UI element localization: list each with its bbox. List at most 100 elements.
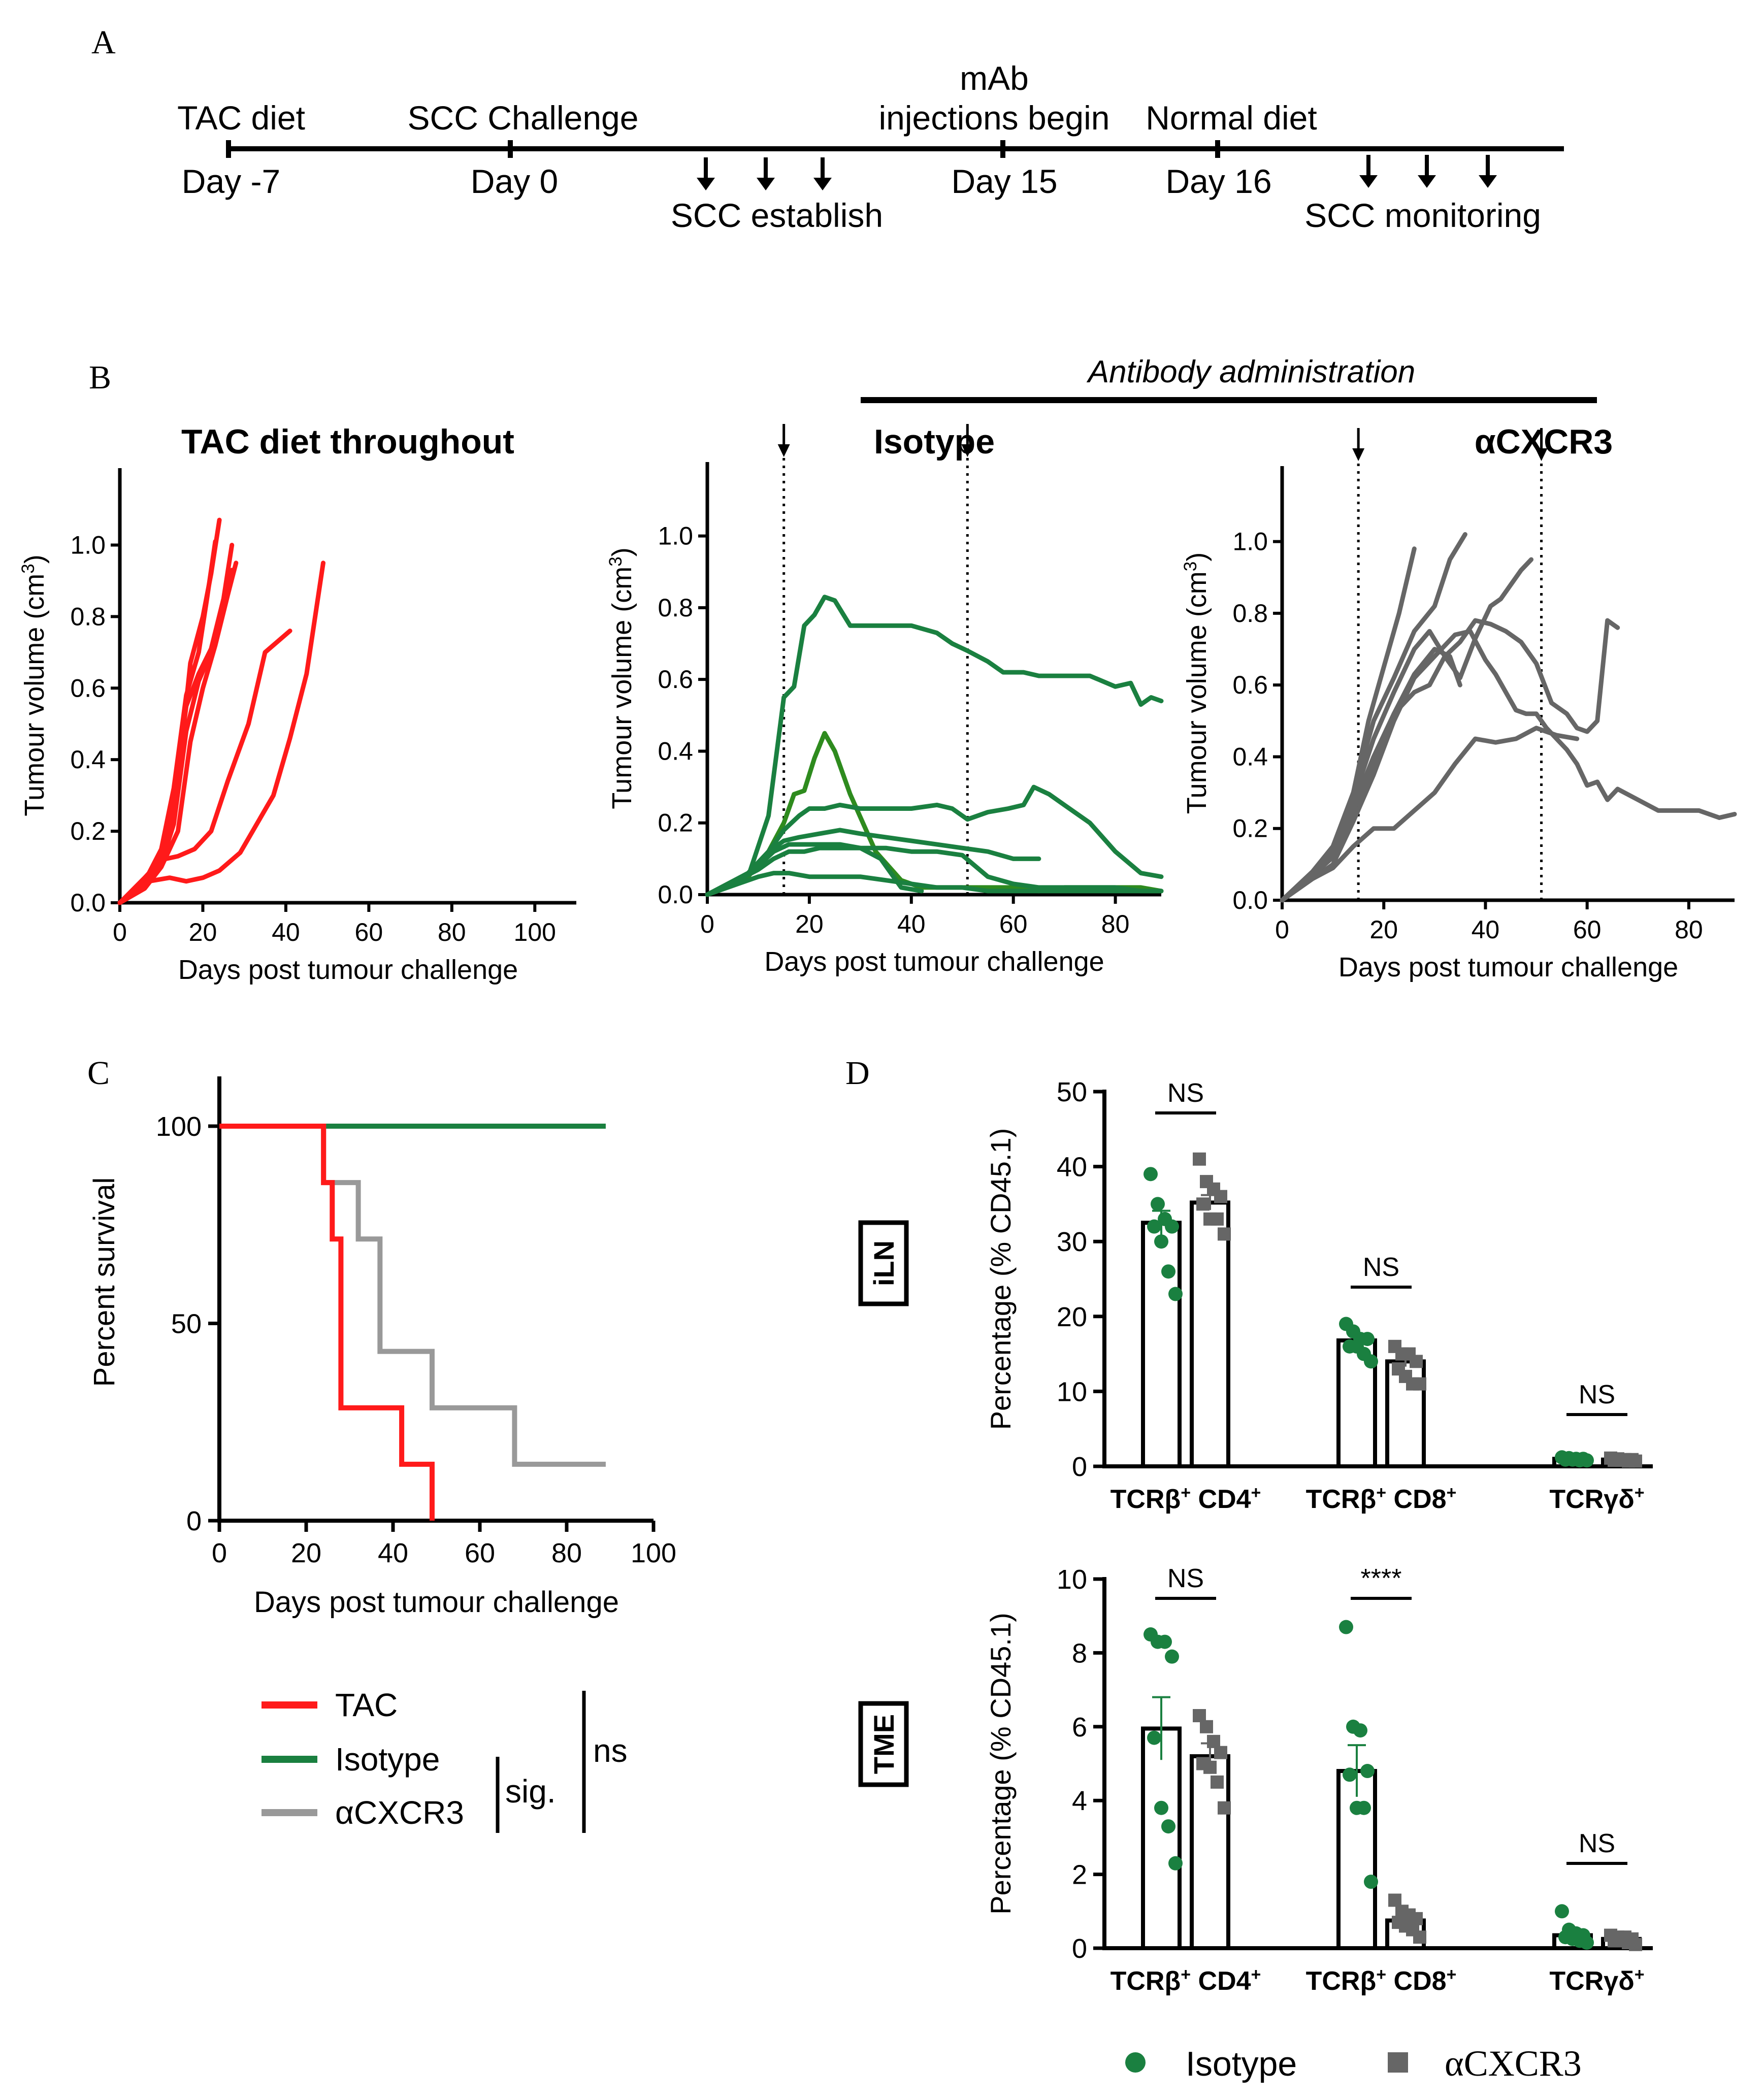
- legend-dot-isotype: [1125, 2052, 1146, 2073]
- data-point-acxcr3: [1410, 1355, 1423, 1368]
- x-tick-label: 60: [465, 1538, 495, 1568]
- legend-text-isotype: Isotype: [1186, 2045, 1297, 2083]
- x-tick-label: 0: [113, 918, 127, 946]
- y-tick-label: 0.0: [1232, 886, 1268, 914]
- significance-label: NS: [1579, 1829, 1615, 1858]
- panel-label: iLN: [868, 1240, 900, 1286]
- y-tick-label: 2: [1072, 1860, 1087, 1890]
- data-point-isotype: [1151, 1197, 1165, 1211]
- significance-label: ****: [1361, 1564, 1402, 1593]
- x-tick-label: 20: [1369, 915, 1398, 944]
- x-tick-label: 0: [1275, 915, 1289, 944]
- data-point-acxcr3: [1200, 1720, 1213, 1733]
- series-line-6: [705, 845, 924, 897]
- x-tick-label: 0: [700, 910, 714, 938]
- y-tick-label: 0.6: [658, 665, 693, 694]
- y-tick-label: 50: [171, 1309, 202, 1339]
- y-tick-label: 4: [1072, 1786, 1087, 1816]
- dosing-arrow-head: [961, 444, 974, 457]
- event-normal-diet: Normal diet: [1146, 99, 1317, 137]
- significance-label: NS: [1579, 1380, 1615, 1409]
- y-tick-label: 0: [1072, 1933, 1087, 1964]
- x-tick-label: 80: [438, 918, 466, 946]
- legend-text-acxcr3: αCXCR3: [1445, 2043, 1582, 2084]
- y-tick-label: 10: [1057, 1376, 1087, 1407]
- x-tick-label: 60: [999, 910, 1028, 938]
- data-point-acxcr3: [1193, 1709, 1206, 1722]
- y-tick-label: 6: [1072, 1712, 1087, 1743]
- data-point-isotype: [1360, 1764, 1375, 1779]
- y-tick-label: 30: [1057, 1227, 1087, 1257]
- series-line-6: [1280, 647, 1462, 903]
- data-point-acxcr3: [1629, 1454, 1642, 1468]
- y-tick-label: 0.8: [1232, 599, 1268, 628]
- x-tick-label: 20: [795, 910, 824, 938]
- y-tick-label: 0: [186, 1506, 202, 1536]
- x-axis-label: Days post tumour challenge: [254, 1586, 619, 1619]
- day-label-0: Day 0: [471, 162, 558, 200]
- x-tick-label: 60: [355, 918, 383, 946]
- data-point-isotype: [1154, 1800, 1168, 1815]
- scc-establish-label: SCC establish: [671, 196, 883, 234]
- panel-label: TME: [868, 1714, 900, 1774]
- day-label-minus-7: Day -7: [182, 162, 280, 200]
- panel-b-letter: B: [89, 359, 111, 396]
- x-tick-label: 40: [272, 918, 300, 946]
- legend-label-acxcr3: αCXCR3: [335, 1794, 464, 1831]
- panel-a-letter: A: [91, 24, 116, 61]
- y-axis-label: Tumour volume (cm3): [606, 547, 638, 809]
- data-point-isotype: [1158, 1634, 1172, 1649]
- data-point-isotype: [1144, 1167, 1158, 1182]
- dosing-arrow-head: [777, 444, 790, 457]
- y-tick-label: 0.2: [658, 809, 693, 837]
- data-point-acxcr3: [1196, 1197, 1210, 1211]
- data-point-isotype: [1364, 1875, 1378, 1889]
- y-tick-label: 0.6: [1232, 671, 1268, 699]
- x-tick-label: 40: [897, 910, 926, 938]
- category-label: TCRβ+ CD8+: [1306, 1483, 1457, 1514]
- category-label: TCRγδ+: [1549, 1483, 1644, 1514]
- y-tick-label: 0.8: [658, 594, 693, 622]
- x-tick-label: 60: [1573, 915, 1602, 944]
- data-point-isotype: [1161, 1264, 1175, 1279]
- y-axis-label: Percent survival: [88, 1177, 121, 1387]
- category-label: TCRβ+ CD8+: [1306, 1965, 1457, 1996]
- ns-label: ns: [593, 1732, 628, 1769]
- x-tick-label: 80: [551, 1538, 582, 1568]
- y-tick-label: 0.2: [70, 817, 106, 845]
- chart-title: TAC diet throughout: [181, 422, 514, 461]
- bar-acxcr3: [1190, 1200, 1230, 1468]
- bar-legend: Isotype αCXCR3: [1125, 2043, 1582, 2084]
- x-tick-label: 80: [1675, 915, 1703, 944]
- data-point-acxcr3: [1388, 1893, 1401, 1907]
- tme-bar-chart: 0 2 4 6 8 10 Percentage (% CD45.1) TME NS TCRβ+ C…: [858, 1564, 1653, 1996]
- y-tick-label: 1.0: [1232, 528, 1268, 556]
- category-label: TCRβ+ CD4+: [1110, 1965, 1261, 1996]
- event-mab-line2: injections begin: [879, 99, 1110, 137]
- tac-diet-chart: TAC diet throughout 0.0 0.2 0.4 0.6 0.8 1.0 0 20…: [18, 422, 576, 985]
- data-point-isotype: [1343, 1767, 1357, 1782]
- series-line-5: [1280, 557, 1534, 903]
- monitoring-arrows: [1359, 155, 1497, 188]
- bar-isotype: [1141, 1726, 1182, 1951]
- y-tick-label: 1.0: [70, 531, 106, 559]
- y-tick-label: 40: [1057, 1152, 1087, 1183]
- data-point-isotype: [1580, 1453, 1594, 1468]
- survival-curve-cxcr: [219, 1124, 606, 1467]
- data-point-isotype: [1339, 1620, 1353, 1634]
- data-point-isotype: [1555, 1904, 1569, 1919]
- y-tick-label: 20: [1057, 1302, 1087, 1332]
- data-point-isotype: [1168, 1856, 1183, 1871]
- scc-monitoring-label: SCC monitoring: [1304, 196, 1541, 234]
- y-tick-label: 0.4: [70, 745, 106, 774]
- data-point-isotype: [1364, 1354, 1378, 1369]
- panel-c-letter: C: [87, 1055, 110, 1092]
- survival-chart: 0 50 100 0 20 40 60 80 100 Days post tumour chall…: [88, 1076, 676, 1619]
- y-tick-label: 0.8: [70, 602, 106, 631]
- series-line-3: [117, 543, 235, 905]
- y-tick-label: 0.6: [70, 674, 106, 702]
- significance-label: NS: [1167, 1564, 1204, 1593]
- iln-bar-chart: 0 10 20 30 40 50 Percentage (% CD45.1) iLN NS TCR…: [858, 1077, 1653, 1514]
- data-point-acxcr3: [1413, 1930, 1426, 1944]
